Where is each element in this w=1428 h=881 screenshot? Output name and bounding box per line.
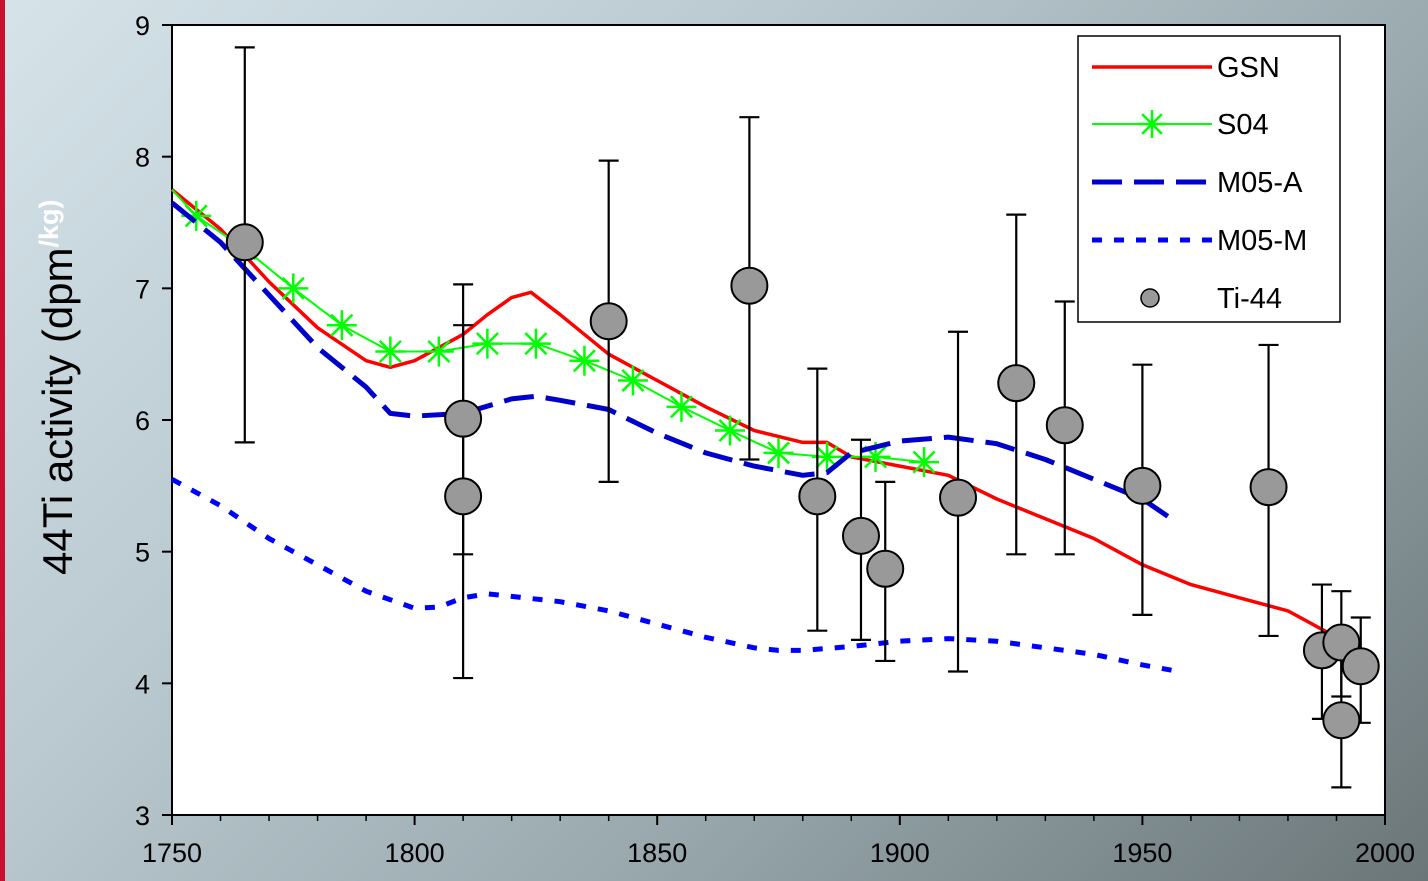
x-tick-label-1800: 1800: [385, 838, 445, 868]
series-GSN-line: [170, 188, 1338, 639]
y-axis-label-text: 44Ti activity (dpm: [34, 247, 81, 575]
legend-star-icon: [1138, 110, 1166, 138]
series-S04-marker: [763, 437, 794, 468]
y-tick-label-7: 7: [135, 274, 150, 304]
legend-label-S04: S04: [1217, 109, 1269, 141]
x-tick-label-1850: 1850: [627, 838, 687, 868]
ti44-marker-6: [841, 516, 880, 555]
y-axis-label: 44Ti activity (dpm/kg): [34, 199, 81, 575]
legend-label-M05-M: M05-M: [1217, 225, 1307, 257]
y-tick-label-9: 9: [135, 11, 150, 41]
legend-label-GSN: GSN: [1217, 52, 1280, 84]
series-S04-marker: [666, 391, 697, 422]
ti44-marker-9: [997, 364, 1036, 403]
series-S04-marker: [520, 328, 551, 359]
y-axis-label-unit: /kg): [34, 199, 64, 247]
series-S04-marker: [278, 273, 309, 304]
legend-swatch-Ti-44: [1140, 288, 1160, 308]
ti44-marker-7: [866, 549, 905, 588]
series-S04-marker: [617, 365, 648, 396]
y-tick-label-6: 6: [135, 406, 150, 436]
left-accent-bar: [0, 0, 5, 881]
ti44-marker-2: [444, 477, 483, 516]
series-S04-marker: [909, 447, 940, 478]
legend-box: [1077, 35, 1341, 323]
x-tick-label-1900: 1900: [870, 838, 930, 868]
ti44-marker-8: [939, 478, 978, 517]
ti44-marker-11: [1123, 466, 1162, 505]
legend-label-Ti-44: Ti-44: [1217, 283, 1282, 315]
ti44-marker-4: [730, 266, 769, 305]
series-S04-marker: [375, 336, 406, 367]
series-S04-marker: [472, 328, 503, 359]
ti44-marker-1: [444, 399, 483, 438]
series-M05-M-line: [170, 477, 1172, 673]
ti44-marker-16: [1341, 647, 1380, 686]
x-tick-label-1750: 1750: [142, 838, 202, 868]
ti44-marker-3: [589, 302, 628, 341]
y-tick-label-8: 8: [135, 143, 150, 173]
ti44-marker-0: [225, 223, 264, 262]
series-S04-marker: [714, 415, 745, 446]
ti44-marker-15: [1322, 701, 1361, 740]
ti44-marker-12: [1249, 468, 1288, 507]
y-tick-label-4: 4: [135, 669, 150, 699]
series-S04-marker: [423, 336, 454, 367]
x-tick-label-1950: 1950: [1112, 838, 1172, 868]
x-tick-label-2000: 2000: [1355, 838, 1415, 868]
series-S04-marker: [569, 345, 600, 376]
ti44-marker-5: [798, 477, 837, 516]
y-tick-label-3: 3: [135, 801, 150, 831]
ti44-marker-10: [1045, 406, 1084, 445]
series-M05-A-line: [170, 200, 1173, 521]
series-S04-marker: [326, 310, 357, 341]
y-tick-label-5: 5: [135, 538, 150, 568]
legend: GSN S04 M05-A M05-M Ti-44: [1077, 35, 1341, 323]
legend-label-M05-A: M05-A: [1217, 167, 1303, 199]
